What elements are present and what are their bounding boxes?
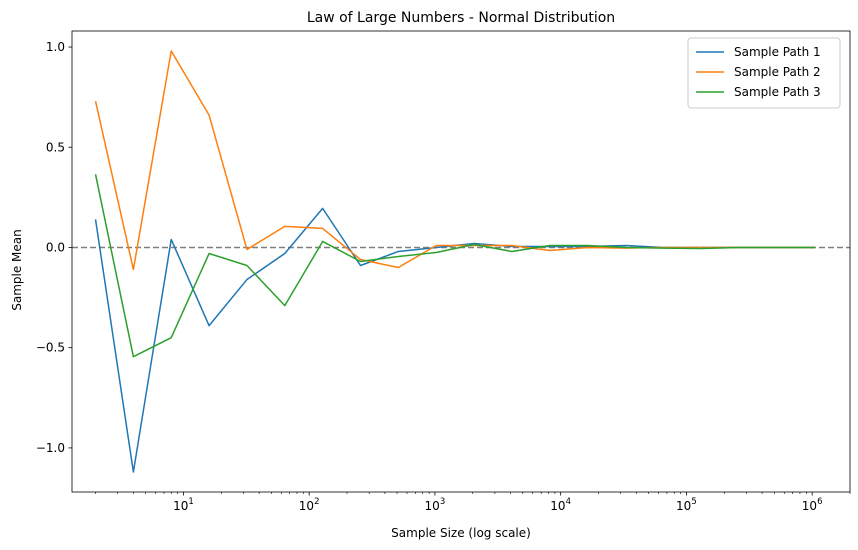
x-tick-label: 103 xyxy=(425,497,446,513)
y-tick-label: 0.5 xyxy=(46,140,65,154)
y-tick-label: 0.0 xyxy=(46,240,65,254)
y-axis: 1.0 0.5 0.0 −0.5 −1.0 xyxy=(36,40,72,455)
legend-label-1: Sample Path 1 xyxy=(734,45,821,59)
legend-label-3: Sample Path 3 xyxy=(734,85,821,99)
x-tick-label: 102 xyxy=(299,497,320,513)
y-tick-label: 1.0 xyxy=(46,40,65,54)
chart-title: Law of Large Numbers - Normal Distributi… xyxy=(307,10,615,26)
y-tick-label: −1.0 xyxy=(36,441,65,455)
x-tick-label: 104 xyxy=(550,497,571,513)
x-tick-label: 101 xyxy=(173,497,194,513)
plot-area xyxy=(72,50,850,473)
legend: Sample Path 1 Sample Path 2 Sample Path 3 xyxy=(687,37,841,109)
y-tick-label: −0.5 xyxy=(36,341,65,355)
y-axis-label: Sample Mean xyxy=(10,229,24,311)
series-line-3 xyxy=(94,174,815,358)
x-tick-label: 106 xyxy=(802,497,823,513)
x-axis: 101 102 103 104 105 106 xyxy=(95,492,851,513)
series-line-2 xyxy=(94,50,815,271)
x-axis-label: Sample Size (log scale) xyxy=(391,526,531,540)
legend-label-2: Sample Path 2 xyxy=(734,65,821,79)
x-tick-label: 105 xyxy=(676,497,697,513)
plot-frame xyxy=(71,30,851,493)
legend-box xyxy=(687,37,841,109)
